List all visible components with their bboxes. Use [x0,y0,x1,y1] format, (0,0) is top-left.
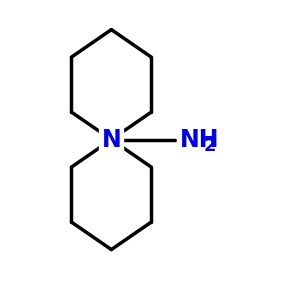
Text: 2: 2 [204,137,217,155]
Bar [177,129,224,152]
Bar [100,129,123,152]
Text: NH: NH [180,128,219,152]
Text: N: N [101,128,121,152]
